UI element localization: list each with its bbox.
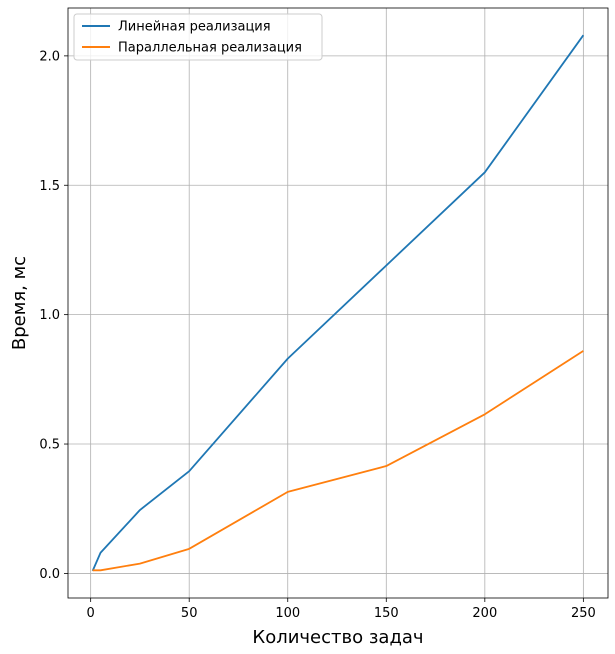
series-lines bbox=[91, 34, 585, 572]
legend-label-parallel: Параллельная реализация bbox=[118, 41, 302, 56]
x-tick-label: 250 bbox=[571, 606, 596, 621]
legend-box bbox=[73, 13, 323, 61]
x-tick-label: 100 bbox=[275, 606, 300, 621]
x-tick-label: 50 bbox=[181, 606, 198, 621]
y-axis-label: Время, мс bbox=[9, 256, 30, 350]
plot-frame bbox=[67, 7, 609, 599]
y-tick-label: 0.0 bbox=[39, 567, 60, 582]
grid bbox=[68, 8, 608, 598]
axis-ticks: 0 50 100 150 200 250 0.0 0.5 1.0 1.5 2.0 bbox=[39, 49, 595, 621]
series-line-linear bbox=[91, 34, 585, 572]
y-tick-label: 1.0 bbox=[39, 308, 60, 323]
legend: Линейная реализация Параллельная реализа… bbox=[73, 13, 323, 61]
y-tick-label: 1.5 bbox=[39, 179, 60, 194]
x-tick-label: 0 bbox=[87, 606, 95, 621]
x-tick-label: 150 bbox=[374, 606, 399, 621]
x-axis-label: Количество задач bbox=[252, 627, 423, 648]
series-line-parallel bbox=[92, 350, 584, 572]
y-tick-label: 0.5 bbox=[39, 438, 60, 453]
y-tick-label: 2.0 bbox=[39, 49, 60, 64]
x-tick-label: 200 bbox=[472, 606, 497, 621]
legend-label-linear: Линейная реализация bbox=[118, 20, 271, 35]
